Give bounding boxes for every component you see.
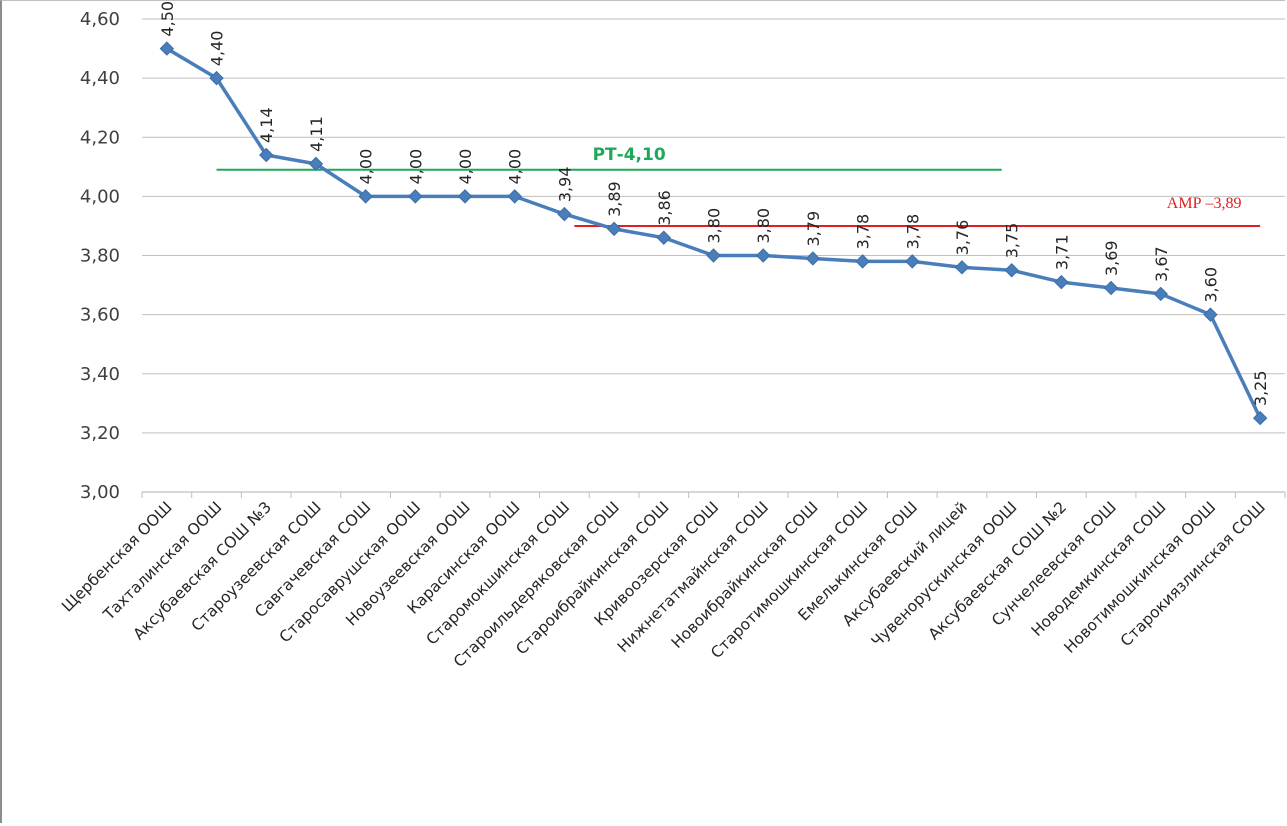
data-point-marker — [1252, 410, 1268, 426]
data-point-marker — [1153, 286, 1168, 302]
data-point-marker — [954, 260, 970, 275]
data-label: 4,00 — [506, 149, 525, 185]
data-label: 3,71 — [1052, 234, 1071, 270]
y-tick-label: 3,40 — [80, 364, 120, 385]
data-point-marker — [557, 206, 572, 222]
data-label: 3,89 — [605, 181, 624, 217]
y-tick-label: 4,20 — [80, 127, 120, 148]
data-point-marker — [1203, 307, 1218, 322]
data-point-marker — [755, 248, 771, 263]
data-point-marker — [457, 189, 473, 204]
data-point-marker — [706, 248, 721, 263]
amr-reference-label: АМР –3,89 — [1167, 195, 1242, 212]
data-label: 4,00 — [357, 149, 376, 185]
data-point-marker — [358, 189, 373, 204]
data-label: 4,14 — [257, 107, 276, 143]
data-point-marker — [209, 70, 224, 86]
data-label: 3,78 — [903, 214, 922, 250]
y-tick-label: 3,80 — [80, 246, 120, 267]
data-point-marker — [159, 41, 175, 56]
data-point-marker — [507, 189, 522, 204]
data-label: 3,76 — [953, 220, 972, 256]
data-point-marker — [1004, 263, 1019, 278]
data-point-marker — [855, 254, 870, 269]
data-label: 3,25 — [1251, 370, 1270, 406]
data-point-marker — [1103, 280, 1119, 296]
data-label: 3,79 — [804, 211, 823, 247]
y-tick-label: 4,60 — [80, 9, 120, 30]
data-label: 3,94 — [555, 166, 574, 202]
data-label: 3,78 — [854, 214, 873, 250]
data-label: 4,40 — [208, 31, 227, 67]
data-point-marker — [1054, 274, 1069, 290]
data-label: 4,11 — [307, 116, 326, 152]
data-point-marker — [905, 254, 920, 269]
data-point-marker — [259, 147, 274, 163]
data-label: 3,80 — [705, 208, 724, 244]
data-label: 3,67 — [1152, 246, 1171, 282]
y-tick-label: 3,60 — [80, 305, 120, 326]
data-label: 4,50 — [158, 1, 177, 37]
data-point-marker — [408, 189, 423, 204]
y-tick-label: 4,00 — [80, 186, 120, 207]
data-label: 4,00 — [456, 149, 475, 185]
data-label: 3,75 — [1003, 223, 1022, 259]
data-point-marker — [606, 221, 622, 237]
data-label: 3,60 — [1201, 267, 1220, 303]
data-label: 3,69 — [1102, 240, 1121, 276]
data-point-marker — [308, 156, 324, 172]
data-label: 3,80 — [754, 208, 773, 244]
y-tick-label: 4,40 — [80, 68, 120, 89]
data-label: 3,86 — [655, 190, 674, 226]
y-tick-label: 3,20 — [80, 423, 120, 444]
data-point-marker — [656, 230, 672, 245]
data-label: 4,00 — [406, 149, 425, 185]
y-tick-label: 3,00 — [80, 482, 120, 503]
data-point-marker — [805, 251, 821, 266]
rt-reference-label: РТ-4,10 — [593, 145, 666, 165]
